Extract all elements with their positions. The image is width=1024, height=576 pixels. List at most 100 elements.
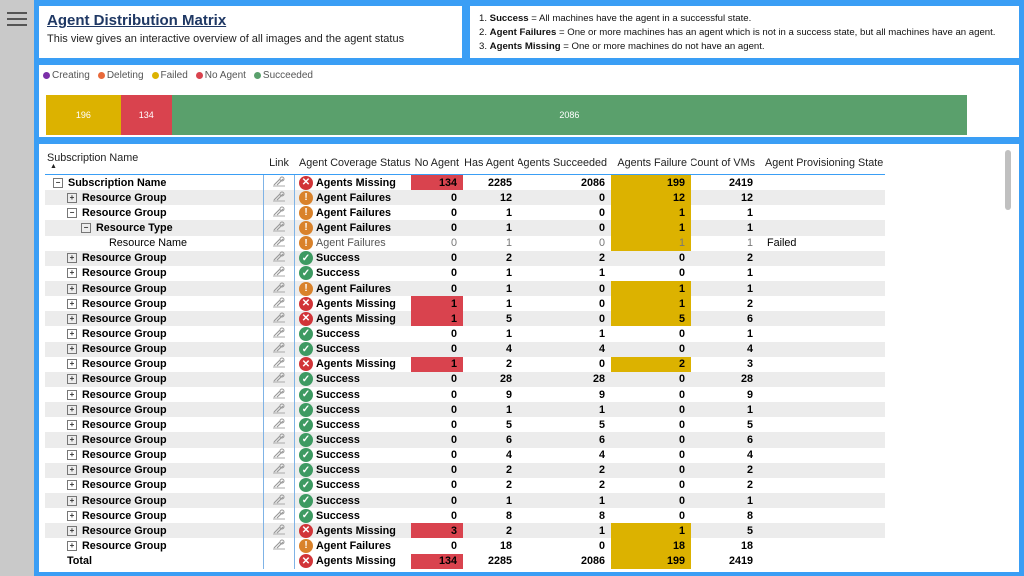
table-row[interactable]: + Resource Group ✓ Success 0 5 5 0 5 xyxy=(45,417,885,433)
link-icon[interactable] xyxy=(272,478,286,492)
bar-segment[interactable]: 2086 xyxy=(171,95,967,135)
provisioning-state-cell xyxy=(759,448,885,463)
expand-icon[interactable]: + xyxy=(67,404,77,415)
collapse-icon[interactable]: − xyxy=(81,222,91,233)
table-row[interactable]: + Resource Group ✓ Success 0 4 4 0 4 xyxy=(45,447,885,463)
expand-icon[interactable]: + xyxy=(67,298,77,309)
table-row[interactable]: Resource Name! Agent Failures 0 1 0 1 1 Failed xyxy=(45,235,885,251)
link-icon[interactable] xyxy=(272,236,286,250)
legend-item[interactable]: No Agent xyxy=(195,70,246,81)
column-header-subscription[interactable]: Subscription Name ▲ xyxy=(47,152,139,170)
expand-icon[interactable]: + xyxy=(67,419,77,430)
link-icon[interactable] xyxy=(272,342,286,356)
legend-item[interactable]: Succeeded xyxy=(253,70,313,81)
expand-icon[interactable]: + xyxy=(67,328,77,339)
agents-failure-cell: 12 xyxy=(611,190,691,206)
table-row[interactable]: + Resource Group ✕ Agents Missing 1 1 0 1 2 xyxy=(45,296,885,312)
expand-icon[interactable]: + xyxy=(67,465,77,476)
table-row[interactable]: + Resource Group ✓ Success 0 1 1 0 1 xyxy=(45,402,885,418)
link-icon[interactable] xyxy=(272,448,286,462)
table-row[interactable]: + Resource Group ✓ Success 0 2 2 0 2 xyxy=(45,462,885,478)
legend-item[interactable]: Deleting xyxy=(97,70,144,81)
column-header-agents-failure[interactable]: Agents Failure xyxy=(617,157,687,169)
column-header-count-of-vms[interactable]: Count of VMs xyxy=(691,157,755,169)
expand-icon[interactable]: + xyxy=(67,253,77,264)
table-row[interactable]: + Resource Group ✓ Success 0 8 8 0 8 xyxy=(45,508,885,524)
expand-icon[interactable]: + xyxy=(67,495,77,506)
column-header-has-agent[interactable]: Has Agent xyxy=(464,157,514,169)
table-row[interactable]: + Resource Group ✓ Success 0 2 2 0 2 xyxy=(45,477,885,493)
expand-icon[interactable]: + xyxy=(67,434,77,445)
bar-segment[interactable]: 134 xyxy=(120,95,172,135)
link-icon[interactable] xyxy=(272,539,286,553)
table-row[interactable]: + Resource Group ✓ Success 0 9 9 0 9 xyxy=(45,386,885,403)
link-icon[interactable] xyxy=(272,524,286,538)
table-row[interactable]: + Resource Group! Agent Failures 0 18 0 18 18 xyxy=(45,538,885,554)
table-row[interactable]: + Resource Group! Agent Failures 0 1 0 1 1 xyxy=(45,280,885,297)
table-row[interactable]: + Resource Group ✓ Success 0 1 1 0 1 xyxy=(45,265,885,281)
table-row[interactable]: − Resource Type! Agent Failures 0 1 0 1 1 xyxy=(45,220,885,236)
expand-icon[interactable]: + xyxy=(67,359,77,370)
link-icon[interactable] xyxy=(272,251,286,265)
column-header-agents-succeeded[interactable]: Agents Succeeded xyxy=(518,157,607,169)
link-icon[interactable] xyxy=(272,357,286,371)
agents-succeeded-cell: 2086 xyxy=(580,176,605,189)
link-icon[interactable] xyxy=(272,403,286,417)
link-icon[interactable] xyxy=(272,282,286,296)
link-icon[interactable] xyxy=(272,418,286,432)
column-header-coverage-status[interactable]: Agent Coverage Status xyxy=(299,157,411,169)
link-icon[interactable] xyxy=(272,312,286,326)
legend-item[interactable]: Failed xyxy=(151,70,188,81)
bar-segment[interactable]: 196 xyxy=(46,95,121,135)
expand-icon[interactable]: + xyxy=(67,192,77,203)
table-row[interactable]: + Resource Group ✓ Success 0 1 1 0 1 xyxy=(45,492,885,509)
expand-icon[interactable]: + xyxy=(67,510,77,521)
link-icon[interactable] xyxy=(272,509,286,523)
link-icon[interactable] xyxy=(272,494,286,508)
expand-icon[interactable]: + xyxy=(67,450,77,461)
expand-icon[interactable]: + xyxy=(67,268,77,279)
link-icon[interactable] xyxy=(272,266,286,280)
table-row[interactable]: − Subscription Name ✕ Agents Missing 134 2285… xyxy=(45,175,885,191)
link-icon[interactable] xyxy=(272,191,286,205)
hamburger-menu-icon[interactable] xyxy=(7,12,27,28)
link-icon[interactable] xyxy=(272,372,286,386)
table-row[interactable]: + Resource Group! Agent Failures 0 12 0 12 12 xyxy=(45,190,885,206)
link-icon[interactable] xyxy=(272,463,286,477)
coverage-status-cell: ✓ Success xyxy=(295,251,411,266)
table-row[interactable]: + Resource Group ✓ Success 0 6 6 0 6 xyxy=(45,432,885,448)
table-row[interactable]: + Resource Group ✓ Success 0 2 2 0 2 xyxy=(45,250,885,266)
link-icon[interactable] xyxy=(272,327,286,341)
link-cell xyxy=(263,371,295,387)
column-header-provisioning-state[interactable]: Agent Provisioning State xyxy=(765,157,884,169)
table-row[interactable]: + Resource Group ✓ Success 0 4 4 0 4 xyxy=(45,341,885,357)
expand-icon[interactable]: + xyxy=(67,540,77,551)
table-row[interactable]: + Resource Group ✕ Agents Missing 1 5 0 5 6 xyxy=(45,311,885,327)
link-icon[interactable] xyxy=(272,388,286,402)
column-header-no-agent[interactable]: No Agent xyxy=(414,157,459,169)
link-icon[interactable] xyxy=(272,433,286,447)
expand-icon[interactable]: + xyxy=(67,313,77,324)
column-header-link[interactable]: Link xyxy=(269,157,289,169)
link-icon[interactable] xyxy=(272,297,286,311)
legend-item[interactable]: Creating xyxy=(43,70,90,81)
link-icon[interactable] xyxy=(272,176,286,190)
expand-icon[interactable]: + xyxy=(67,283,77,294)
expand-icon[interactable]: + xyxy=(67,374,77,385)
link-icon[interactable] xyxy=(272,206,286,220)
table-row[interactable]: + Resource Group ✕ Agents Missing 3 2 1 1 5 xyxy=(45,523,885,539)
link-icon[interactable] xyxy=(272,221,286,235)
total-row[interactable]: Total ✕ Agents Missing 134 2285 2086 199 2419 xyxy=(45,553,885,569)
table-row[interactable]: + Resource Group ✓ Success 0 1 1 0 1 xyxy=(45,326,885,342)
collapse-icon[interactable]: − xyxy=(53,177,63,188)
legend-dot-icon xyxy=(97,72,105,79)
table-row[interactable]: + Resource Group ✓ Success 0 28 28 0 28 xyxy=(45,371,885,387)
expand-icon[interactable]: + xyxy=(67,389,77,400)
table-row[interactable]: − Resource Group! Agent Failures 0 1 0 1 1 xyxy=(45,205,885,221)
collapse-icon[interactable]: − xyxy=(67,207,77,218)
expand-icon[interactable]: + xyxy=(67,480,77,491)
table-row[interactable]: + Resource Group ✕ Agents Missing 1 2 0 2 3 xyxy=(45,356,885,372)
expand-icon[interactable]: + xyxy=(67,344,77,355)
vertical-scrollbar[interactable] xyxy=(1005,150,1011,210)
expand-icon[interactable]: + xyxy=(67,525,77,536)
